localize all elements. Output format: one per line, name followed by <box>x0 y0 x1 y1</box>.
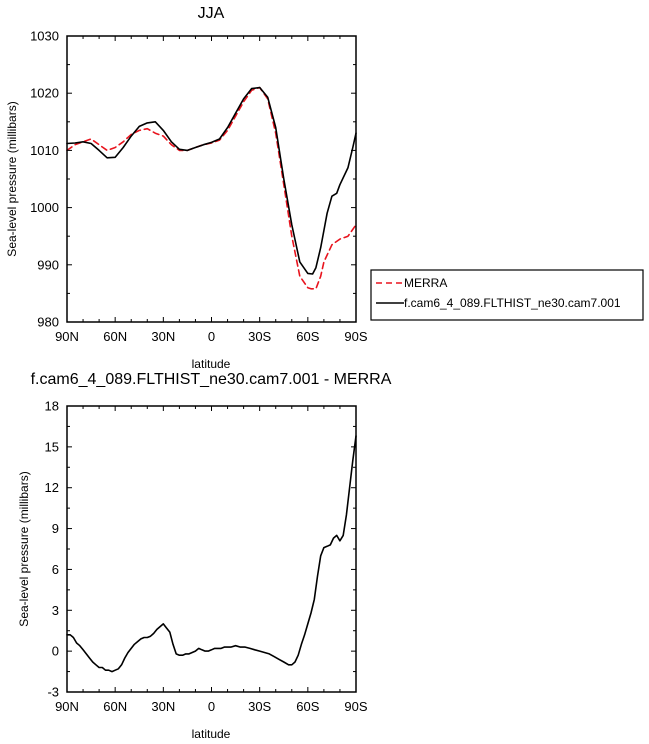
top-x-tick-label: 90S <box>344 329 367 344</box>
bottom-chart-title: f.cam6_4_089.FLTHIST_ne30.cam7.001 - MER… <box>31 371 392 388</box>
top-chart-title: JJA <box>198 5 225 22</box>
legend-label-merra: MERRA <box>404 276 447 290</box>
legend-label-model: f.cam6_4_089.FLTHIST_ne30.cam7.001 <box>404 296 621 310</box>
top-y-tick-label: 1010 <box>30 143 59 158</box>
top-y-tick-label: 1000 <box>30 200 59 215</box>
bottom-x-axis-label: latitude <box>192 727 231 741</box>
bottom-y-tick-label: 18 <box>45 399 59 414</box>
bottom-x-tick-label: 90N <box>55 699 79 714</box>
top-x-tick-label: 30N <box>151 329 175 344</box>
bottom-y-axis-label: Sea-level pressure (millibars) <box>17 471 31 626</box>
bottom-y-tick-label: 9 <box>52 521 59 536</box>
top-y-tick-label: 990 <box>37 257 59 272</box>
top-y-axis-label: Sea-level pressure (millibars) <box>5 101 19 256</box>
top-x-axis-label: latitude <box>192 357 231 371</box>
top-series-line-0 <box>66 86 357 290</box>
bottom-y-tick-label: 0 <box>52 644 59 659</box>
top-panel: JJA 90N 60N 30N 0 30S 60S 90S 980 990 1000 1010 102… <box>5 5 644 371</box>
bottom-y-tick-label: 3 <box>52 603 59 618</box>
top-x-tick-label: 90N <box>55 329 79 344</box>
top-x-tick-label: 30S <box>248 329 271 344</box>
bottom-x-tick-label: 60N <box>103 699 127 714</box>
bottom-x-tick-label: 30S <box>248 699 271 714</box>
bottom-y-tick-label: 15 <box>45 439 59 454</box>
bottom-x-tick-label: 60S <box>296 699 319 714</box>
top-y-tick-label: 1030 <box>30 29 59 44</box>
top-y-tick-label: 980 <box>37 315 59 330</box>
top-legend: MERRA f.cam6_4_089.FLTHIST_ne30.cam7.001 <box>370 269 644 321</box>
top-plot-frame <box>66 35 357 323</box>
bottom-y-tick-label: 12 <box>45 480 59 495</box>
top-x-tick-label: 60S <box>296 329 319 344</box>
bottom-plot-frame <box>66 405 357 693</box>
bottom-x-tick-label: 0 <box>208 699 215 714</box>
bottom-x-tick-label: 90S <box>344 699 367 714</box>
bottom-series-line-0 <box>66 435 357 673</box>
bottom-y-tick-label: -3 <box>47 685 59 700</box>
top-series-line-1 <box>66 86 357 275</box>
top-y-tick-label: 1020 <box>30 86 59 101</box>
top-x-tick-label: 0 <box>208 329 215 344</box>
bottom-x-tick-label: 30N <box>151 699 175 714</box>
bottom-y-tick-label: 6 <box>52 562 59 577</box>
top-x-tick-label: 60N <box>103 329 127 344</box>
bottom-panel: f.cam6_4_089.FLTHIST_ne30.cam7.001 - MER… <box>17 371 392 741</box>
legend-box <box>370 269 644 321</box>
